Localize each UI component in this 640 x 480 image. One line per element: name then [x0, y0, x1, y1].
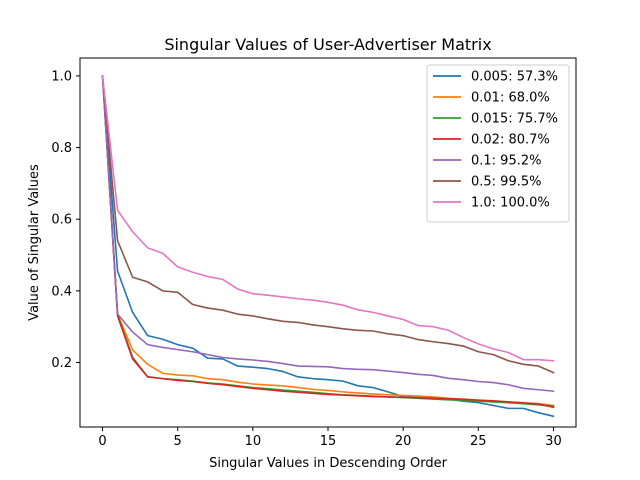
series-line-4: [101, 75, 555, 393]
legend-label: 0.02: 80.7%: [471, 133, 550, 148]
x-axis-label: Singular Values in Descending Order: [209, 456, 447, 471]
legend-label: 0.005: 57.3%: [471, 70, 558, 85]
series-line-5: [101, 75, 555, 374]
y-tick-label: 0.2: [51, 356, 72, 371]
plot-area-layer: 0 5 10 15 20 25 30 0.2 0.4 0.6 0.8 1.0 Singular Valu…: [27, 35, 577, 471]
series-line-6: [101, 75, 555, 362]
legend-label: 1.0: 100.0%: [471, 196, 550, 211]
series-line-3: [101, 75, 555, 409]
y-tick-label: 0.8: [51, 141, 72, 156]
legend-label: 0.015: 75.7%: [471, 112, 558, 127]
series-line-0: [101, 75, 555, 418]
x-tick-label: 5: [174, 434, 182, 449]
legend-box: [426, 64, 570, 223]
y-tick-label: 0.6: [51, 213, 72, 228]
chart-title: Singular Values of User-Advertiser Matri…: [164, 35, 491, 54]
y-axis-label: Value of Singular Values: [27, 164, 42, 321]
legend-label: 0.1: 95.2%: [471, 154, 541, 169]
x-tick-label: 15: [320, 434, 337, 449]
x-tick-label: 25: [470, 434, 487, 449]
x-tick-label: 20: [395, 434, 412, 449]
legend-label: 0.5: 99.5%: [471, 175, 541, 190]
x-tick-label: 0: [98, 434, 106, 449]
y-tick-label: 0.4: [51, 284, 72, 299]
legend-label: 0.01: 68.0%: [471, 91, 550, 106]
y-tick-label: 1.0: [51, 69, 72, 84]
x-tick-label: 10: [245, 434, 262, 449]
x-tick-label: 30: [545, 434, 562, 449]
